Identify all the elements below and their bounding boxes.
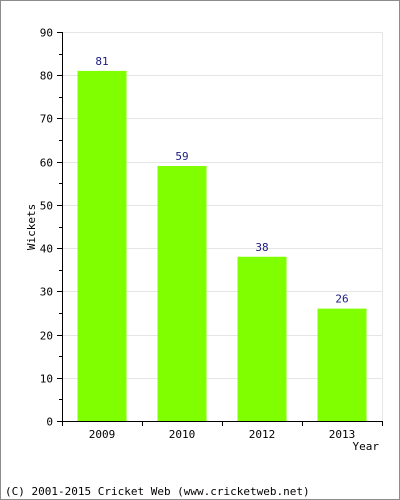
y-axis-title: Wickets xyxy=(25,204,38,250)
y-tick-label: 70 xyxy=(40,113,53,126)
x-tick-label: 2009 xyxy=(89,428,116,441)
x-axis-title: Year xyxy=(353,440,380,453)
y-tick-label: 40 xyxy=(40,243,53,256)
labels: 0 10 20 30 40 50 60 70 80 90 81 2009 59 2010 38 2012 26 2… xyxy=(40,27,356,442)
x-tick-label: 2013 xyxy=(329,428,356,441)
data-label: 38 xyxy=(255,241,268,254)
data-label: 26 xyxy=(335,293,348,306)
y-tick-label: 10 xyxy=(40,373,53,386)
data-label: 81 xyxy=(95,55,108,68)
y-tick-label: 50 xyxy=(40,200,53,213)
y-tick-label: 80 xyxy=(40,70,53,83)
bar xyxy=(237,256,287,421)
x-tick-label: 2012 xyxy=(249,428,276,441)
bar xyxy=(317,308,367,421)
bar xyxy=(77,70,127,422)
y-tick-label: 90 xyxy=(40,27,53,40)
data-label: 59 xyxy=(175,150,188,163)
axes xyxy=(57,32,383,426)
copyright-footer: (C) 2001-2015 Cricket Web (www.cricketwe… xyxy=(5,485,310,498)
y-tick-label: 0 xyxy=(46,416,53,429)
x-tick-label: 2010 xyxy=(169,428,196,441)
bar xyxy=(157,165,207,421)
y-tick-label: 20 xyxy=(40,330,53,343)
y-tick-label: 60 xyxy=(40,157,53,170)
y-tick-label: 30 xyxy=(40,286,53,299)
bars xyxy=(77,70,367,422)
